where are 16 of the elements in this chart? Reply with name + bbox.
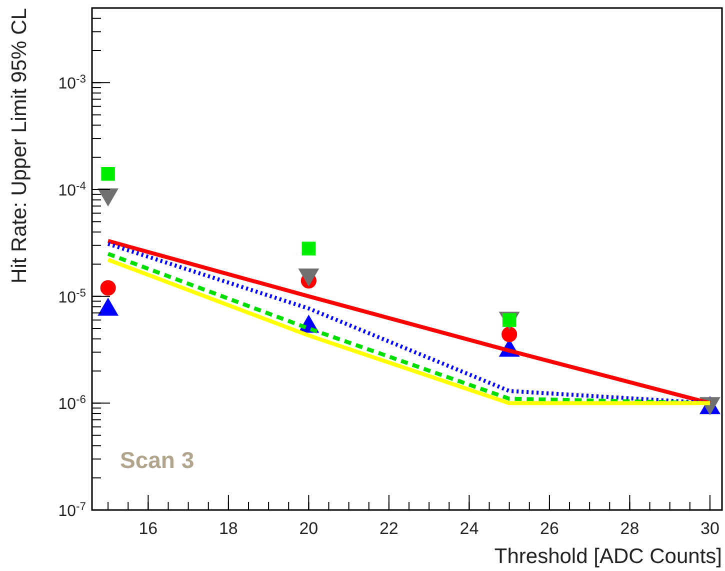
y-tick-label: 10$^{-3}$ (58, 74, 86, 93)
y-tick-label: 10$^{-7}$ (58, 501, 86, 520)
x-tick-label: 16 (138, 519, 158, 538)
y-tick-label: 10$^{-5}$ (58, 287, 86, 306)
x-tick-label: 22 (379, 519, 398, 538)
x-tick-label: 20 (299, 519, 318, 538)
x-tick-label: 24 (460, 519, 479, 538)
y-tick-label: 10$^{-6}$ (58, 394, 86, 414)
y-axis-title: Hit Rate: Upper Limit 95% CL (8, 8, 31, 284)
x-tick-label: 30 (700, 519, 720, 538)
x-tick-label: 18 (218, 519, 238, 538)
x-tick-label: 28 (620, 519, 640, 538)
x-axis-title: Threshold [ADC Counts] (494, 545, 722, 568)
x-tick-label: 26 (540, 519, 559, 538)
y-tick-label: 10$^{-4}$ (58, 180, 86, 200)
annotation: Scan 3 (120, 447, 194, 473)
